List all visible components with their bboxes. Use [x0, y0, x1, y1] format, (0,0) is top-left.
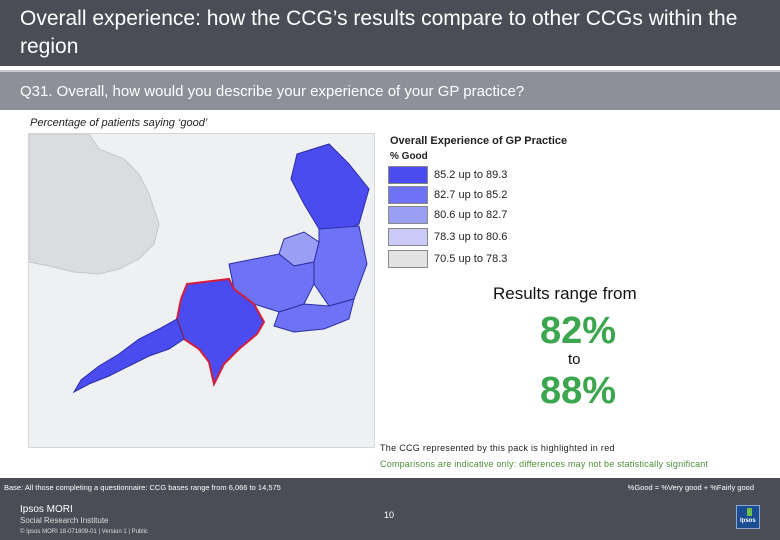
map-region-north-east	[290, 143, 370, 235]
map-legend: Overall Experience of GP Practice % Good…	[386, 133, 606, 273]
legend-label: 80.6 up to 82.7	[434, 209, 508, 221]
legend-label: 78.3 up to 80.6	[434, 231, 508, 243]
logo-mark	[747, 508, 752, 516]
legend-label: 85.2 up to 89.3	[434, 169, 508, 181]
legend-swatch	[388, 228, 428, 246]
comparison-note: Comparisons are indicative only: differe…	[380, 459, 709, 469]
map-region-wales	[29, 134, 160, 275]
legend-item: 80.6 up to 82.7	[388, 206, 568, 226]
legend-item: 82.7 up to 85.2	[388, 186, 568, 206]
question-bar: Q31. Overall, how would you describe you…	[0, 70, 780, 110]
results-range-low: 82%	[540, 310, 617, 352]
ipsos-logo-icon: Ipsos	[736, 505, 760, 529]
map-subtitle: Percentage of patients saying ‘good’	[30, 117, 208, 129]
highlight-note: The CCG represented by this pack is high…	[380, 443, 615, 453]
region-map-svg	[29, 134, 370, 394]
brand-name: Ipsos MORI	[20, 504, 73, 515]
ccg-map	[28, 133, 375, 448]
legend-item: 78.3 up to 80.6	[388, 228, 568, 248]
title-bar: Overall experience: how the CCG’s result…	[0, 0, 780, 66]
map-region-dorset	[273, 298, 355, 333]
map-region-cornwall	[72, 318, 185, 394]
results-range-high: 88%	[540, 370, 617, 412]
definition-text: %Good = %Very good + %Fairly good	[627, 483, 754, 492]
results-range-intro: Results range from	[493, 284, 637, 303]
legend-swatch	[388, 250, 428, 268]
legend-swatch	[388, 186, 428, 204]
legend-label: 82.7 up to 85.2	[434, 189, 508, 201]
page-number: 10	[384, 510, 395, 520]
legend-title: Overall Experience of GP Practice	[390, 135, 568, 147]
copyright-text: © Ipsos MORI 18-071809-01 | Version 1 | …	[20, 529, 148, 535]
legend-swatch	[388, 166, 428, 184]
question-text: Q31. Overall, how would you describe you…	[20, 83, 525, 100]
logo-text: Ipsos	[740, 518, 756, 524]
legend-item: 85.2 up to 89.3	[388, 166, 568, 186]
brand-subtitle: Social Research Institute	[20, 516, 109, 525]
map-region-wiltshire	[313, 225, 368, 307]
legend-label: 70.5 up to 78.3	[434, 253, 508, 265]
page-title: Overall experience: how the CCG’s result…	[20, 7, 738, 58]
legend-swatch	[388, 206, 428, 224]
legend-item: 70.5 up to 78.3	[388, 250, 568, 270]
results-range-to: to	[568, 351, 581, 368]
base-text: Base: All those completing a questionnai…	[4, 483, 281, 492]
footer-brand-bar: Ipsos MORI Social Research Institute © I…	[0, 498, 780, 540]
footer-base-bar: Base: All those completing a questionnai…	[0, 478, 780, 498]
legend-subtitle: % Good	[390, 151, 428, 162]
